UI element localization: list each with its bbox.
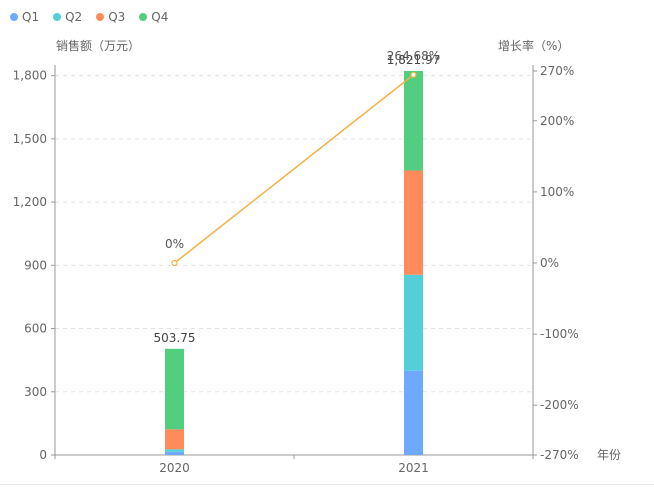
growth-point [171, 259, 178, 267]
chart-legend: Q1 Q2 Q3 Q4 [10, 10, 168, 24]
y-tick-label: 0 [39, 448, 47, 462]
legend-dot-icon [139, 13, 148, 21]
x-axis-title: 年份 [597, 448, 621, 462]
y-tick-label: 300 [24, 385, 47, 399]
x-tick-label: 2021 [398, 461, 429, 475]
bar-total-label: 503.75 [154, 331, 196, 345]
y-tick-label: 900 [24, 258, 47, 272]
bar-segment-q4 [404, 71, 423, 171]
growth-point [410, 71, 417, 78]
legend-label: Q3 [108, 10, 126, 24]
y2-axis-title: 增长率（%） [498, 38, 569, 53]
y-tick-label: 1,800 [13, 69, 47, 83]
bar-segment-q1 [165, 451, 184, 455]
growth-line [174, 74, 414, 264]
bar-total-label: 1,821.97 [387, 53, 440, 67]
legend-item-q1[interactable]: Q1 [10, 10, 39, 24]
y2-tick-label: 0% [540, 256, 559, 270]
legend-dot-icon [10, 13, 18, 21]
legend-label: Q4 [151, 10, 169, 24]
y-tick-label: 1,200 [13, 195, 47, 209]
x-tick-label: 2020 [159, 461, 190, 475]
legend-item-q4[interactable]: Q4 [139, 10, 168, 24]
bar-segment-q3 [404, 170, 423, 275]
y-tick-label: 600 [24, 322, 47, 336]
legend-item-q2[interactable]: Q2 [53, 10, 82, 24]
y2-tick-label: 100% [540, 185, 574, 199]
legend-item-q3[interactable]: Q3 [96, 10, 125, 24]
growth-label: 0% [165, 237, 184, 251]
y2-tick-label: 270% [540, 64, 574, 78]
y-tick-label: 1,500 [13, 132, 47, 146]
legend-label: Q2 [65, 10, 83, 24]
legend-dot-icon [53, 13, 62, 21]
y2-tick-label: 200% [540, 114, 574, 128]
legend-dot-icon [96, 13, 105, 21]
y2-tick-label: -270% [540, 448, 579, 462]
y2-tick-label: -100% [540, 327, 579, 341]
growth-label: 264.68% [387, 49, 440, 63]
bar-segment-q4 [165, 348, 184, 430]
bar-segment-q3 [165, 429, 184, 450]
legend-label: Q1 [22, 10, 40, 24]
y2-tick-label: -200% [540, 398, 579, 412]
bar-segment-q1 [404, 370, 423, 455]
bar-segment-q2 [165, 449, 184, 452]
bar-segment-q2 [404, 274, 423, 371]
bottom-divider [0, 484, 654, 485]
y-axis-title: 销售额（万元） [56, 38, 140, 53]
